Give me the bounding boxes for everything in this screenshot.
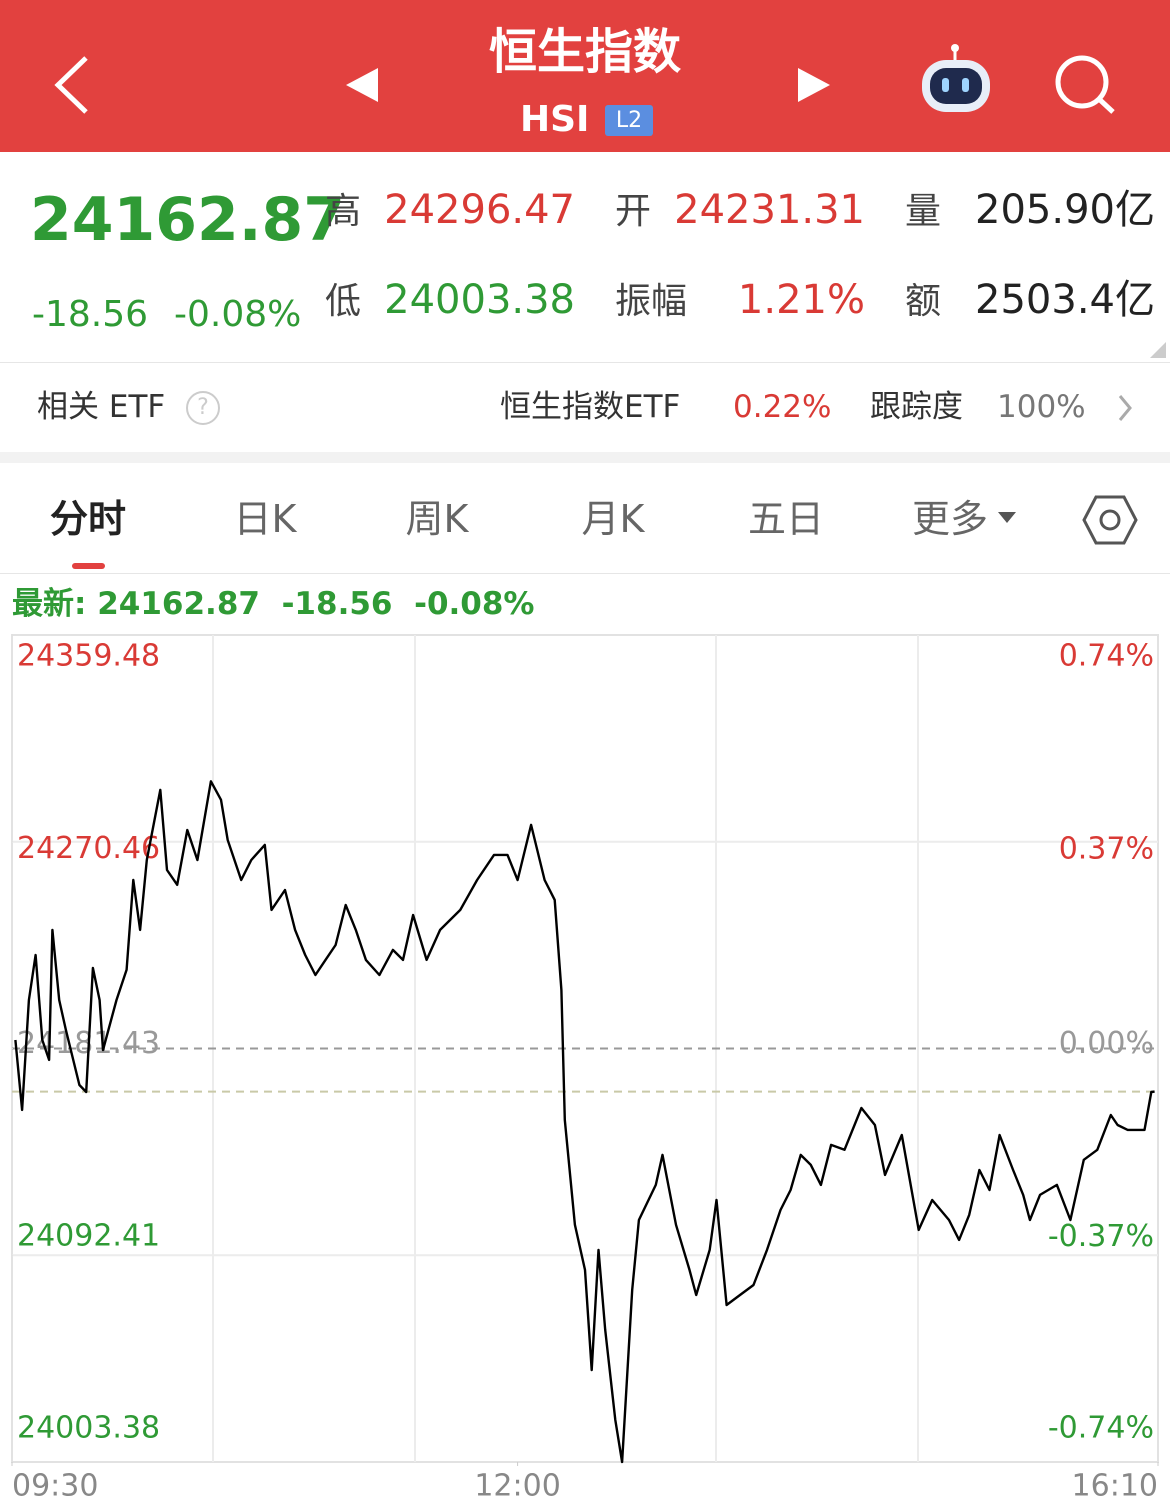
prev-button[interactable] — [346, 68, 378, 102]
stat-value: 2503.4亿 — [975, 277, 1155, 323]
tracking-label: 跟踪度 — [870, 389, 963, 425]
y-tick-label: 24359.48 — [17, 639, 160, 674]
stat-label: 高 — [325, 191, 362, 232]
etf-name: 恒生指数ETF — [500, 389, 681, 425]
y2-tick-label: 0.00% — [1059, 1026, 1154, 1061]
next-button[interactable] — [798, 68, 830, 102]
stat-label: 额 — [905, 281, 942, 322]
tab[interactable]: 日K — [233, 497, 297, 541]
search-button[interactable] — [1055, 55, 1115, 114]
tab[interactable]: 分时 — [49, 497, 126, 541]
divider — [0, 573, 1170, 574]
stat-label: 开 — [615, 191, 652, 232]
tab[interactable]: 月K — [581, 497, 645, 541]
tab-indicator — [72, 563, 105, 569]
price-change-pct: -0.08% — [174, 294, 302, 335]
y2-tick-label: 0.74% — [1059, 639, 1154, 674]
tab[interactable]: 周K — [405, 497, 469, 541]
latest-line: 最新: 24162.87 -18.56 -0.08% — [12, 589, 535, 620]
etf-change: 0.22% — [733, 389, 832, 425]
tab[interactable]: 五日 — [747, 497, 824, 541]
x-tick-label: 09:30 — [12, 1469, 98, 1504]
chevron — [1118, 395, 1132, 421]
tab[interactable]: 更多 — [911, 497, 988, 541]
assistant-button[interactable] — [922, 44, 990, 112]
latest-price: 24162.87 — [97, 586, 260, 622]
y2-tick-label: -0.74% — [1048, 1411, 1154, 1446]
last-price: 24162.87 — [30, 185, 346, 255]
stat-value: 24231.31 — [674, 187, 865, 233]
y2-tick-label: -0.37% — [1048, 1219, 1154, 1254]
corner-mark — [1150, 342, 1166, 358]
stat-label: 低 — [325, 281, 362, 322]
y2-tick-label: 0.37% — [1059, 831, 1154, 866]
stat-value: 24003.38 — [384, 277, 575, 323]
x-tick-label: 12:00 — [474, 1469, 560, 1504]
stat-label: 振幅 — [615, 281, 688, 322]
x-tick-label: 16:10 — [1072, 1469, 1158, 1504]
stat-value: 205.90亿 — [975, 187, 1155, 233]
stat-label: 量 — [905, 191, 942, 232]
header-icons — [54, 44, 1115, 114]
stat-value: 1.21% — [737, 277, 865, 323]
help-icon[interactable]: ? — [186, 391, 220, 425]
y-tick-label: 24092.41 — [17, 1219, 160, 1254]
latest-label: 最新: — [12, 586, 87, 622]
price-line — [14, 780, 1155, 1464]
header-bar: 恒生指数 HSI L2 — [0, 0, 1170, 152]
settings-button[interactable] — [1082, 494, 1138, 546]
latest-change-pct: -0.08% — [414, 586, 535, 622]
back-button[interactable] — [54, 56, 88, 114]
divider — [0, 362, 1170, 363]
level-badge: L2 — [605, 105, 653, 136]
etf-row[interactable]: 相关 ETF ? 恒生指数ETF 0.22% 跟踪度 100% — [0, 363, 1170, 452]
header-code: HSI — [520, 99, 590, 140]
tracking-value: 100% — [997, 389, 1086, 425]
y-tick-label: 24270.46 — [17, 831, 160, 866]
latest-change: -18.56 — [281, 586, 393, 622]
price-change: -18.56 — [32, 294, 149, 335]
y-tick-label: 24003.38 — [17, 1411, 160, 1446]
etf-label: 相关 ETF — [37, 389, 166, 425]
dropdown-caret — [998, 512, 1016, 523]
stat-value: 24296.47 — [384, 187, 575, 233]
section-gap — [0, 452, 1170, 463]
header-title: 恒生指数 — [488, 24, 681, 80]
